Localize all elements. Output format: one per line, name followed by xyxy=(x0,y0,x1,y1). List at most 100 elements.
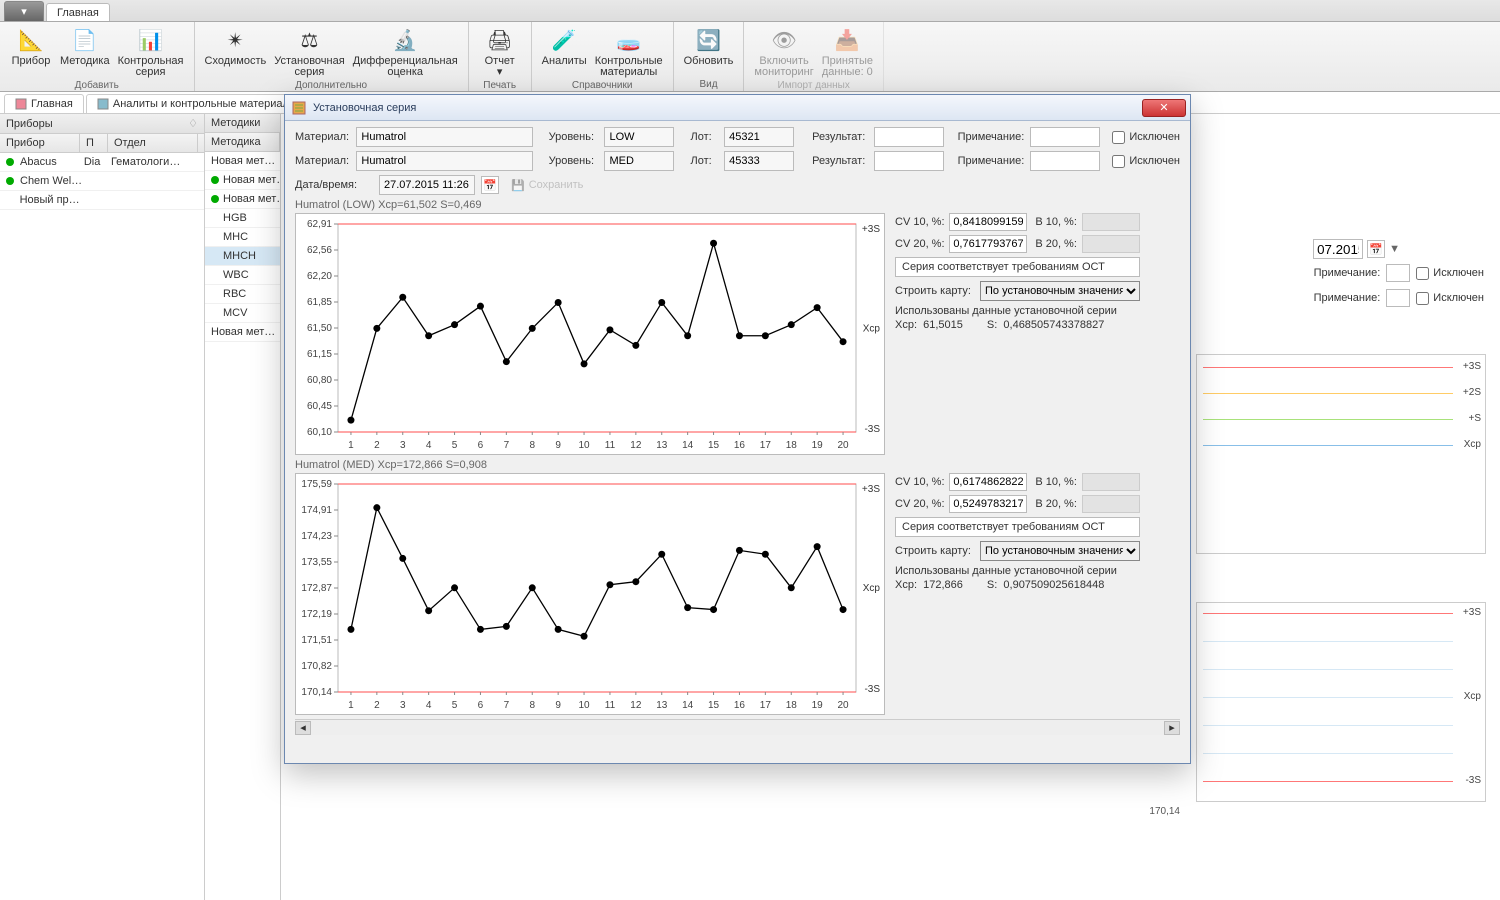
result-field[interactable] xyxy=(874,127,944,147)
method-label: RBC xyxy=(223,288,246,300)
method-item[interactable]: Новая мет… xyxy=(205,152,280,171)
build-map-select[interactable]: По установочным значениям xyxy=(980,281,1140,301)
level-field[interactable] xyxy=(604,151,674,171)
b20-label: B 20, %: xyxy=(1035,498,1078,510)
level-field[interactable] xyxy=(604,127,674,147)
method-label: MHC xyxy=(223,231,248,243)
ribbon-btn-методика[interactable]: 📄Методика xyxy=(56,24,114,80)
svg-text:7: 7 xyxy=(504,440,510,451)
svg-text:Xcp: Xcp xyxy=(863,583,881,594)
material-field[interactable] xyxy=(356,151,532,171)
ribbon-btn-label: Методика xyxy=(60,56,110,67)
datetime-field[interactable] xyxy=(379,175,475,195)
bg-note-field[interactable] xyxy=(1386,264,1410,282)
close-button[interactable]: ✕ xyxy=(1142,99,1186,117)
bg-date-field[interactable] xyxy=(1313,239,1363,259)
build-map-select[interactable]: По установочным значениям xyxy=(980,541,1140,561)
calendar-icon[interactable]: 📅 xyxy=(481,176,499,194)
col-header[interactable]: Прибор xyxy=(0,134,80,152)
result-field[interactable] xyxy=(874,151,944,171)
method-item[interactable]: MCV xyxy=(205,304,280,323)
horizontal-scrollbar[interactable]: ◂▸ xyxy=(295,719,1180,735)
table-row[interactable]: Новый пр… xyxy=(0,191,204,210)
bg-chart-line xyxy=(1203,393,1453,394)
method-item[interactable]: WBC xyxy=(205,266,280,285)
note-field[interactable] xyxy=(1030,127,1100,147)
level-label: Уровень: xyxy=(549,155,599,167)
mid-pane-title: Методики xyxy=(211,117,260,129)
b20-field[interactable] xyxy=(1082,235,1140,253)
cv10-field[interactable] xyxy=(949,473,1027,491)
lot-field[interactable] xyxy=(724,151,794,171)
ribbon-btn-сходимость[interactable]: ✴Сходимость xyxy=(201,24,271,80)
svg-text:16: 16 xyxy=(734,700,746,711)
svg-text:10: 10 xyxy=(578,440,590,451)
method-item[interactable]: Новая мет… xyxy=(205,171,280,190)
svg-text:170,14: 170,14 xyxy=(301,687,332,698)
svg-text:171,51: 171,51 xyxy=(301,635,332,646)
left-pane-title: Приборы xyxy=(6,118,53,130)
lot-field[interactable] xyxy=(724,127,794,147)
cv20-field[interactable] xyxy=(949,235,1027,253)
ribbon-btn-принятые: 📥Принятые данные: 0 xyxy=(818,24,877,80)
svg-text:175,59: 175,59 xyxy=(301,479,332,490)
svg-text:14: 14 xyxy=(682,700,694,711)
method-item[interactable]: HGB xyxy=(205,209,280,228)
b10-field[interactable] xyxy=(1082,473,1140,491)
ribbon-btn-установочная[interactable]: ⚖Установочная серия xyxy=(270,24,348,80)
svg-text:11: 11 xyxy=(605,700,616,711)
excluded-checkbox[interactable]: Исключен xyxy=(1112,155,1180,168)
scroll-left-icon[interactable]: ◂ xyxy=(295,721,311,735)
col-header[interactable]: П xyxy=(80,134,108,152)
bg-excluded-checkbox[interactable]: Исключен xyxy=(1416,292,1484,305)
cv20-label: CV 20, %: xyxy=(895,238,945,250)
level-label: Уровень: xyxy=(549,131,599,143)
bg-chart-line xyxy=(1203,781,1453,782)
excluded-checkbox[interactable]: Исключен xyxy=(1112,131,1180,144)
material-field[interactable] xyxy=(356,127,532,147)
methods-col-header[interactable]: Методика xyxy=(205,133,280,151)
method-item[interactable]: MHCH xyxy=(205,247,280,266)
note-field[interactable] xyxy=(1030,151,1100,171)
calendar-icon[interactable]: 📅 xyxy=(1367,240,1385,258)
ribbon-btn-обновить[interactable]: 🔄Обновить xyxy=(680,24,738,79)
ribbon-btn-отчет[interactable]: 🖨Отчет ▾ xyxy=(475,24,525,80)
dropdown-icon[interactable]: ▼ xyxy=(1389,243,1400,255)
ribbon-btn-контрольные[interactable]: 🧫Контрольные материалы xyxy=(591,24,667,80)
ribbon-icon: ✴ xyxy=(221,26,249,54)
system-menu-button[interactable]: ▾ xyxy=(4,1,44,21)
col-header[interactable]: Отдел xyxy=(108,134,198,152)
doctab-label: Аналиты и контрольные материалы xyxy=(113,98,297,110)
svg-text:60,10: 60,10 xyxy=(307,427,332,438)
note-label: Примечание: xyxy=(958,131,1025,143)
method-label: HGB xyxy=(223,212,247,224)
doctab-1[interactable]: Аналиты и контрольные материалы xyxy=(86,94,308,113)
b20-field[interactable] xyxy=(1082,495,1140,513)
b10-field[interactable] xyxy=(1082,213,1140,231)
bg-chart-line xyxy=(1203,725,1453,726)
method-item[interactable]: Новая мет… xyxy=(205,190,280,209)
table-row[interactable]: Chem Well Aw. xyxy=(0,172,204,191)
ribbon-btn-label: Дифференциальная оценка xyxy=(353,56,458,78)
cv10-field[interactable] xyxy=(949,213,1027,231)
scroll-right-icon[interactable]: ▸ xyxy=(1164,721,1180,735)
cv20-field[interactable] xyxy=(949,495,1027,513)
bg-excluded-checkbox[interactable]: Исключен xyxy=(1416,267,1484,280)
ribbon-icon: 📊 xyxy=(137,26,165,54)
bg-note-field[interactable] xyxy=(1386,289,1410,307)
ribbon-btn-контрольная[interactable]: 📊Контрольная серия xyxy=(114,24,188,80)
filter-icon[interactable]: ♢ xyxy=(188,117,198,130)
method-item[interactable]: Новая мет… xyxy=(205,323,280,342)
ribbon-btn-аналиты[interactable]: 🧪Аналиты xyxy=(538,24,591,80)
svg-text:17: 17 xyxy=(760,440,772,451)
table-row[interactable]: AbacusDiaГематологи… xyxy=(0,153,204,172)
method-item[interactable]: RBC xyxy=(205,285,280,304)
ribbon-btn-прибор[interactable]: 📐Прибор xyxy=(6,24,56,80)
svg-text:20: 20 xyxy=(837,440,849,451)
doctab-0[interactable]: Главная xyxy=(4,94,84,113)
ribbon-group-label: Добавить xyxy=(75,80,119,92)
ribbon-icon: 🧫 xyxy=(615,26,643,54)
ribbon-btn-дифференциальная[interactable]: 🔬Дифференциальная оценка xyxy=(349,24,462,80)
ribbon-tab-main[interactable]: Главная xyxy=(46,3,110,21)
method-item[interactable]: MHC xyxy=(205,228,280,247)
